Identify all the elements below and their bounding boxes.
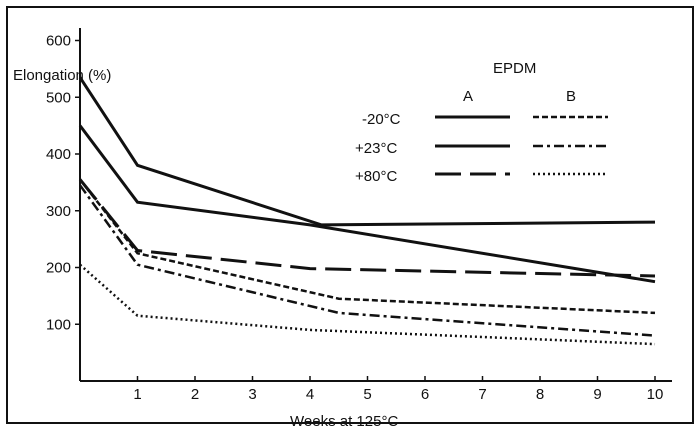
y-tick-label: 200: [46, 260, 71, 277]
y-tick-label: 400: [46, 146, 71, 163]
legend-row-plus23: +23°C: [355, 140, 397, 157]
x-tick-label: 1: [133, 386, 141, 403]
series-line-a-plus23: [78, 124, 656, 284]
legend-title: EPDM: [493, 60, 536, 77]
y-tick-label: 300: [46, 203, 71, 220]
x-tick-label: 5: [363, 386, 371, 403]
legend-row-plus80: +80°C: [355, 168, 397, 185]
series-line-b-plus23: [78, 184, 656, 337]
series-line-b-minus20: [79, 178, 656, 315]
x-tick-label: 4: [306, 386, 314, 403]
series-line-a-plus80: [78, 178, 656, 278]
x-tick-label: 10: [647, 386, 664, 403]
y-axis-label: Elongation (%): [13, 67, 111, 84]
x-tick-label: 2: [191, 386, 199, 403]
y-tick-label: 600: [46, 33, 71, 50]
legend-column-b: B: [566, 88, 576, 105]
series-line-a-minus20: [78, 76, 656, 227]
x-tick-label: 9: [593, 386, 601, 403]
legend-row-minus20: -20°C: [362, 111, 401, 128]
series-line-b-plus80: [79, 263, 656, 346]
x-tick-label: 8: [536, 386, 544, 403]
legend: EPDM A B -20°C +23°C +80°C: [355, 60, 608, 185]
legend-column-a: A: [463, 88, 473, 105]
y-tick-label: 500: [46, 89, 71, 106]
x-tick-label: 3: [248, 386, 256, 403]
x-tick-label: 6: [421, 386, 429, 403]
plot-frame: [6, 6, 694, 424]
x-tick-label: 7: [478, 386, 486, 403]
x-axis-label: Weeks at 125°C: [290, 413, 398, 430]
y-tick-label: 100: [46, 316, 71, 333]
